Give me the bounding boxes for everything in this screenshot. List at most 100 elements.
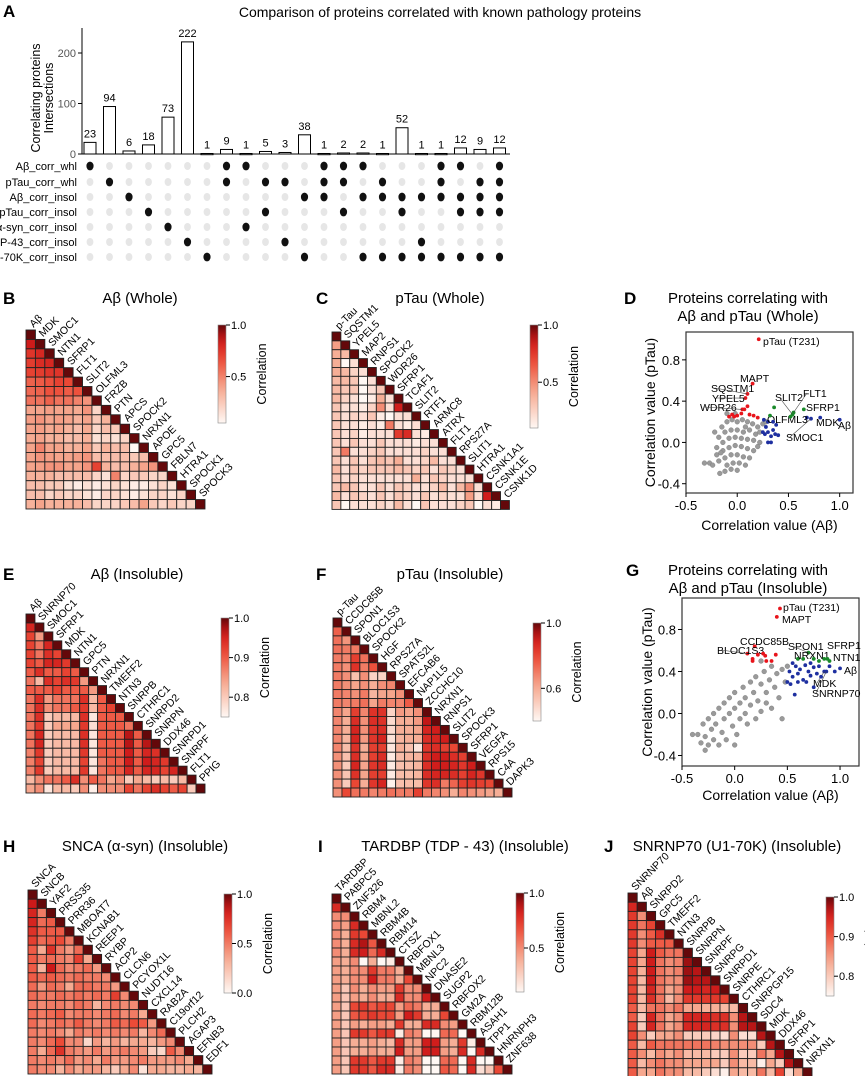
upset-dot-active bbox=[320, 177, 328, 187]
heatmap-cell bbox=[367, 965, 378, 976]
heatmap-cell bbox=[350, 716, 361, 726]
heatmap-cell bbox=[115, 720, 125, 731]
heatmap-cell bbox=[719, 1067, 730, 1076]
heatmap-cell bbox=[25, 658, 36, 669]
heatmap-cell bbox=[63, 395, 74, 406]
heatmap-cell bbox=[100, 423, 112, 435]
heatmap-cell bbox=[186, 783, 197, 794]
heatmap-cell bbox=[91, 395, 102, 406]
heatmap-cell bbox=[473, 491, 484, 501]
heatmap-cell bbox=[82, 404, 93, 416]
upset-dot-active bbox=[437, 161, 445, 171]
heatmap-cell bbox=[340, 947, 351, 958]
heatmap-cell bbox=[377, 671, 388, 682]
heatmap-cell bbox=[358, 491, 368, 501]
colorbar-tick-label: 1.0 bbox=[234, 613, 249, 625]
heatmap-cell bbox=[484, 778, 495, 789]
heatmap-cell bbox=[393, 482, 404, 493]
heatmap-cell bbox=[368, 680, 379, 691]
heatmap-cell bbox=[53, 452, 65, 463]
heatmap-cell bbox=[404, 716, 415, 726]
heatmap-cell bbox=[358, 1037, 369, 1048]
heatmap-cell bbox=[368, 760, 379, 771]
heatmap-cell bbox=[44, 404, 55, 416]
heatmap-cell bbox=[349, 929, 360, 940]
heatmap-cell bbox=[63, 433, 74, 444]
upset-dot-inactive bbox=[379, 208, 386, 216]
upset-dot-inactive bbox=[125, 238, 133, 246]
heatmap-cell bbox=[174, 1055, 185, 1066]
upset-dot-active bbox=[359, 161, 367, 171]
heatmap-cell bbox=[493, 787, 504, 798]
heatmap-cell bbox=[141, 747, 152, 758]
heatmap-cell bbox=[64, 999, 75, 1011]
upset-dot-active bbox=[281, 177, 289, 187]
x-tick-label: 0.0 bbox=[726, 771, 744, 786]
heatmap-cell bbox=[737, 1012, 749, 1023]
heatmap-cell bbox=[350, 787, 361, 798]
heatmap-cell bbox=[350, 778, 361, 789]
point-label: SFRP1 bbox=[806, 402, 840, 414]
heatmap-cell bbox=[91, 1009, 103, 1020]
heatmap-cell bbox=[384, 473, 395, 484]
heatmap-cell bbox=[79, 783, 90, 794]
upset-dot-inactive bbox=[184, 178, 191, 186]
heatmap-cell bbox=[43, 720, 54, 731]
heatmap-cell bbox=[25, 404, 36, 416]
heatmap-cell bbox=[27, 999, 38, 1011]
heatmap-cell bbox=[36, 935, 47, 946]
label-leader-line bbox=[714, 387, 748, 395]
heatmap-cell bbox=[119, 461, 131, 472]
upset-bar-value: 52 bbox=[396, 114, 408, 126]
heatmap-cell bbox=[437, 473, 448, 484]
heatmap-cell bbox=[484, 769, 495, 780]
heatmap-cell bbox=[341, 680, 352, 691]
heatmap-cell bbox=[664, 993, 675, 1004]
heatmap-cell bbox=[25, 489, 36, 501]
heatmap-cell bbox=[156, 1045, 167, 1057]
heatmap-cell bbox=[349, 947, 360, 958]
heatmap-cell bbox=[72, 461, 83, 472]
heatmap-cell bbox=[376, 1028, 387, 1039]
heatmap-cell bbox=[765, 1067, 776, 1076]
heatmap-cell bbox=[331, 367, 342, 377]
heatmap-cell bbox=[412, 1046, 423, 1057]
heatmap-cell bbox=[367, 482, 377, 493]
heatmap-cell bbox=[141, 738, 152, 749]
heatmap-cell bbox=[25, 747, 36, 758]
heatmap-cell bbox=[45, 935, 57, 946]
upset-dot-inactive bbox=[496, 238, 503, 246]
point-ptau bbox=[732, 414, 737, 419]
point-both bbox=[801, 407, 806, 412]
point-abeta bbox=[766, 419, 770, 424]
heatmap-cell bbox=[25, 667, 36, 678]
heatmap-cell bbox=[636, 1048, 647, 1060]
heatmap-cell bbox=[331, 482, 342, 493]
heatmap-cell bbox=[422, 769, 432, 780]
heatmap-cell bbox=[710, 1012, 721, 1023]
heatmap-cell bbox=[636, 947, 647, 958]
heatmap-cell bbox=[331, 393, 342, 404]
heatmap-cell bbox=[176, 480, 187, 491]
upset-dot-inactive bbox=[164, 178, 172, 186]
heatmap-cell bbox=[34, 442, 46, 453]
heatmap-cell bbox=[437, 446, 448, 457]
heatmap-cell bbox=[61, 738, 72, 749]
heatmap-cell bbox=[36, 972, 47, 983]
upset-dot-inactive bbox=[281, 208, 289, 216]
heatmap-cell bbox=[358, 1019, 369, 1030]
heatmap-cell bbox=[493, 778, 504, 789]
heatmap-cell bbox=[475, 760, 486, 771]
upset-dot-active bbox=[339, 161, 348, 171]
upset-dot-inactive bbox=[398, 238, 406, 246]
heatmap-cell bbox=[664, 1058, 675, 1069]
heatmap-cell bbox=[138, 442, 149, 453]
heatmap-cell bbox=[331, 384, 342, 395]
heatmap-cell bbox=[340, 491, 351, 501]
heatmap-cell bbox=[411, 491, 422, 501]
heatmap-cell bbox=[636, 910, 647, 922]
heatmap-cell bbox=[331, 1055, 342, 1066]
heatmap-cell bbox=[61, 703, 72, 713]
heatmap-cell bbox=[627, 892, 638, 903]
point-ptau bbox=[755, 652, 760, 657]
